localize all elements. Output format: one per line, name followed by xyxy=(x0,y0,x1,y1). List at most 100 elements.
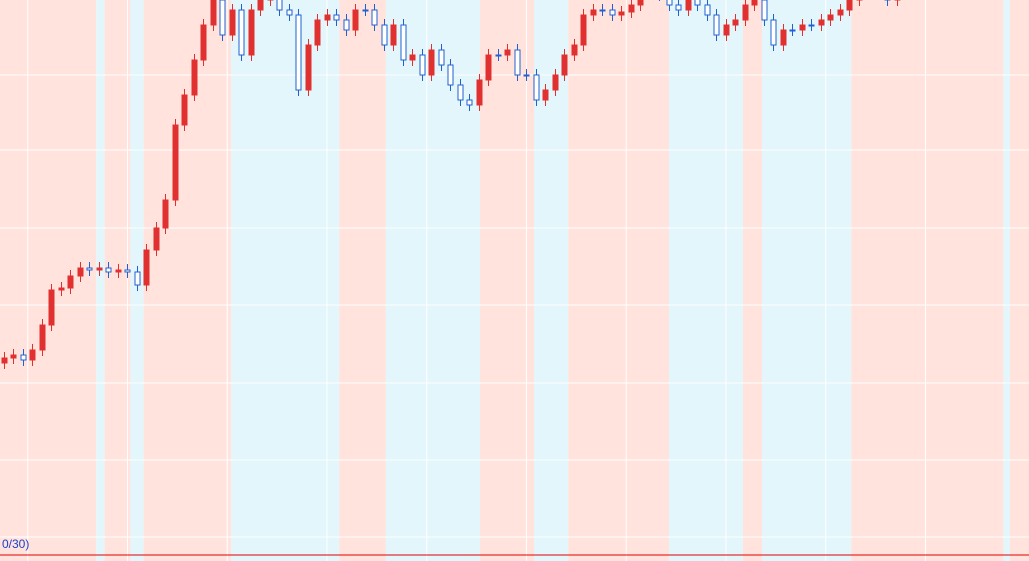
candle-body xyxy=(153,227,160,251)
candle-body xyxy=(219,0,226,36)
candle-body xyxy=(305,44,312,91)
regime-band xyxy=(668,0,744,561)
candle-body xyxy=(324,14,331,21)
candle-body xyxy=(67,275,74,289)
candle-body xyxy=(846,0,853,11)
candle-body xyxy=(618,11,625,16)
candle-body xyxy=(808,24,815,27)
regime-band xyxy=(339,0,386,561)
candle-body xyxy=(685,0,692,11)
candle-body xyxy=(276,0,283,11)
candle-body xyxy=(599,9,606,12)
candle-body xyxy=(447,64,454,86)
candle-body xyxy=(495,54,502,57)
candle-body xyxy=(58,287,65,291)
candle-body xyxy=(10,354,17,359)
candle-body xyxy=(476,79,483,106)
regime-band xyxy=(534,0,569,561)
candle-body xyxy=(694,0,701,6)
candle-body xyxy=(457,84,464,101)
annotation: 0/30) xyxy=(2,537,29,551)
candle-body xyxy=(390,24,397,46)
regime-band xyxy=(96,0,105,561)
candle-body xyxy=(438,49,445,66)
candle-body xyxy=(210,0,217,26)
candle-body xyxy=(333,14,340,21)
candle-body xyxy=(523,74,530,77)
candle-body xyxy=(827,14,834,21)
candle-body xyxy=(286,9,293,16)
candle-body xyxy=(229,9,236,36)
candle-body xyxy=(666,0,673,6)
candle-body xyxy=(609,9,616,16)
candle-body xyxy=(1,357,8,364)
candle-body xyxy=(371,9,378,26)
regime-band xyxy=(1010,0,1029,561)
candle-body xyxy=(29,349,36,361)
regime-band xyxy=(231,0,340,561)
regime-band xyxy=(851,0,1004,561)
candle-body xyxy=(105,267,112,273)
regime-band xyxy=(743,0,763,561)
candles xyxy=(1,0,901,369)
candle-body xyxy=(561,54,568,76)
candle-body xyxy=(314,19,321,46)
candle-body xyxy=(409,54,416,61)
candle-body xyxy=(295,14,302,91)
candle-body xyxy=(732,19,739,26)
candle-body xyxy=(48,289,55,326)
candle-body xyxy=(124,269,131,273)
candle-body xyxy=(86,267,93,271)
candle-body xyxy=(172,124,179,201)
regime-band xyxy=(568,0,669,561)
candle-body xyxy=(77,267,84,277)
candle-body xyxy=(200,24,207,61)
candle-body xyxy=(115,269,122,273)
candle-body xyxy=(400,24,407,61)
candle-body xyxy=(39,324,46,351)
candle-body xyxy=(761,0,768,21)
candle-body xyxy=(238,9,245,56)
candle-body xyxy=(352,9,359,31)
candle-body xyxy=(590,9,597,16)
candle-body xyxy=(770,19,777,46)
candle-body xyxy=(248,9,255,56)
candle-body xyxy=(723,24,730,36)
candle-body xyxy=(428,49,435,76)
regime-band xyxy=(479,0,535,561)
regime-band xyxy=(762,0,852,561)
candle-body xyxy=(628,4,635,13)
candle-body xyxy=(799,24,806,31)
candle-body xyxy=(571,44,578,56)
candle-body xyxy=(533,74,540,101)
candle-body xyxy=(20,354,27,361)
regime-band xyxy=(0,0,97,561)
candle-body xyxy=(96,267,103,271)
candle-body xyxy=(134,271,141,286)
candle-body xyxy=(704,4,711,16)
candle-body xyxy=(504,49,511,56)
candle-body xyxy=(637,0,644,6)
candle-body xyxy=(162,199,169,229)
candle-body xyxy=(419,54,426,76)
candle-body xyxy=(514,49,521,76)
candle-body xyxy=(257,0,264,11)
candle-body xyxy=(485,54,492,81)
regime-band xyxy=(104,0,131,561)
candle-body xyxy=(552,74,559,91)
candle-body xyxy=(713,14,720,36)
candle-body xyxy=(143,249,150,286)
candle-body xyxy=(780,29,787,46)
overlay: 0/30) xyxy=(0,537,1029,556)
candle-body xyxy=(818,19,825,26)
candle-body xyxy=(837,9,844,16)
candle-body xyxy=(191,59,198,96)
candle-body xyxy=(381,24,388,46)
candle-body xyxy=(181,94,188,126)
candle-body xyxy=(542,89,549,101)
regime-band xyxy=(1003,0,1011,561)
regime-band xyxy=(385,0,480,561)
